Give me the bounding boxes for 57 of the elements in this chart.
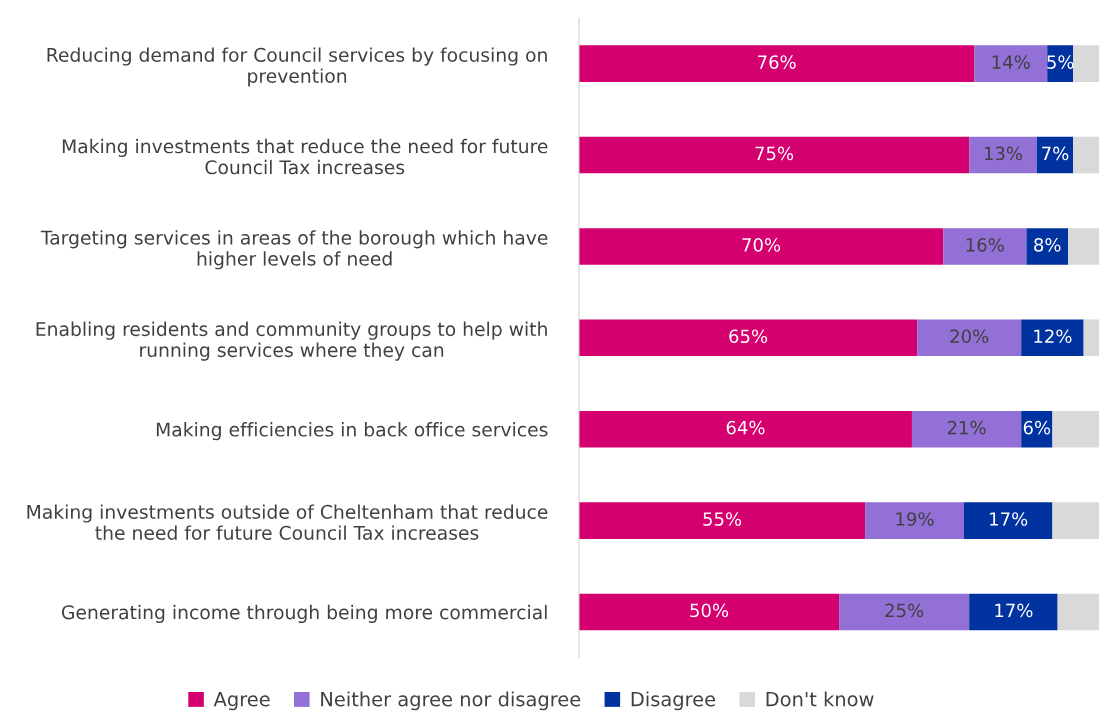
data-label: 20% — [950, 329, 989, 344]
data-label: 17% — [990, 512, 1028, 526]
data-label: 55% — [703, 512, 742, 526]
data-label: 12% — [1034, 329, 1072, 344]
data-label: 64% — [726, 420, 765, 435]
bar — [578, 502, 866, 539]
bar — [1021, 319, 1084, 357]
bar — [911, 410, 1022, 448]
data-label: 21% — [947, 420, 986, 435]
y-tick-label: Generating income through being more commercial — [61, 604, 547, 624]
y-tick-label: Making efficiencies in back office services — [156, 422, 548, 441]
bar — [1057, 593, 1100, 631]
bar — [578, 136, 970, 174]
bar — [963, 502, 1053, 539]
data-label: 75% — [755, 146, 794, 161]
bar — [839, 593, 970, 631]
bar — [865, 502, 964, 539]
data-label: 17% — [995, 603, 1033, 618]
bar — [1052, 410, 1100, 448]
data-label: 13% — [984, 146, 1023, 161]
bar — [943, 228, 1027, 265]
bar — [974, 45, 1048, 82]
y-tick-label: Enabling residents and community groups to help with running services where they can — [36, 321, 547, 361]
data-label: 8% — [1034, 238, 1061, 252]
bar — [578, 45, 975, 82]
legend-label: Agree — [213, 692, 270, 711]
bar — [1073, 45, 1100, 82]
data-label: 76% — [758, 55, 796, 69]
bar — [578, 228, 944, 265]
data-label: 25% — [885, 603, 924, 618]
legend-label: Don't know — [766, 691, 874, 707]
bar — [1026, 228, 1069, 265]
data-label: 7% — [1042, 146, 1069, 161]
bar — [1068, 228, 1100, 265]
bar — [578, 319, 918, 357]
data-label: 19% — [896, 512, 934, 526]
bar — [578, 410, 912, 448]
bar — [969, 593, 1058, 631]
data-label: 70% — [742, 238, 781, 252]
bar — [1073, 136, 1100, 174]
y-tick-label: Targeting services in areas of the borough which have higher levels of need — [40, 230, 548, 270]
legend-label: Neither agree nor disagree — [321, 691, 581, 711]
data-label: 65% — [729, 329, 768, 344]
y-tick-label: Reducing demand for Council services by focusing on prevention — [47, 47, 547, 87]
data-label: 16% — [966, 238, 1004, 252]
data-label: 14% — [992, 55, 1030, 69]
bar — [1052, 502, 1100, 539]
y-tick-label: Making investments outside of Cheltenham that reduce the need for future Council Tax increases — [27, 504, 548, 540]
bar — [969, 136, 1037, 174]
data-label: 6% — [1023, 420, 1051, 435]
data-label: 50% — [690, 603, 729, 618]
legend-label: Disagree — [631, 691, 716, 711]
bar — [1083, 319, 1100, 357]
bar — [1036, 136, 1074, 174]
bar — [578, 593, 840, 631]
bar — [917, 319, 1022, 357]
y-tick-label: Making investments that reduce the need for future Council Tax increases — [62, 138, 548, 175]
